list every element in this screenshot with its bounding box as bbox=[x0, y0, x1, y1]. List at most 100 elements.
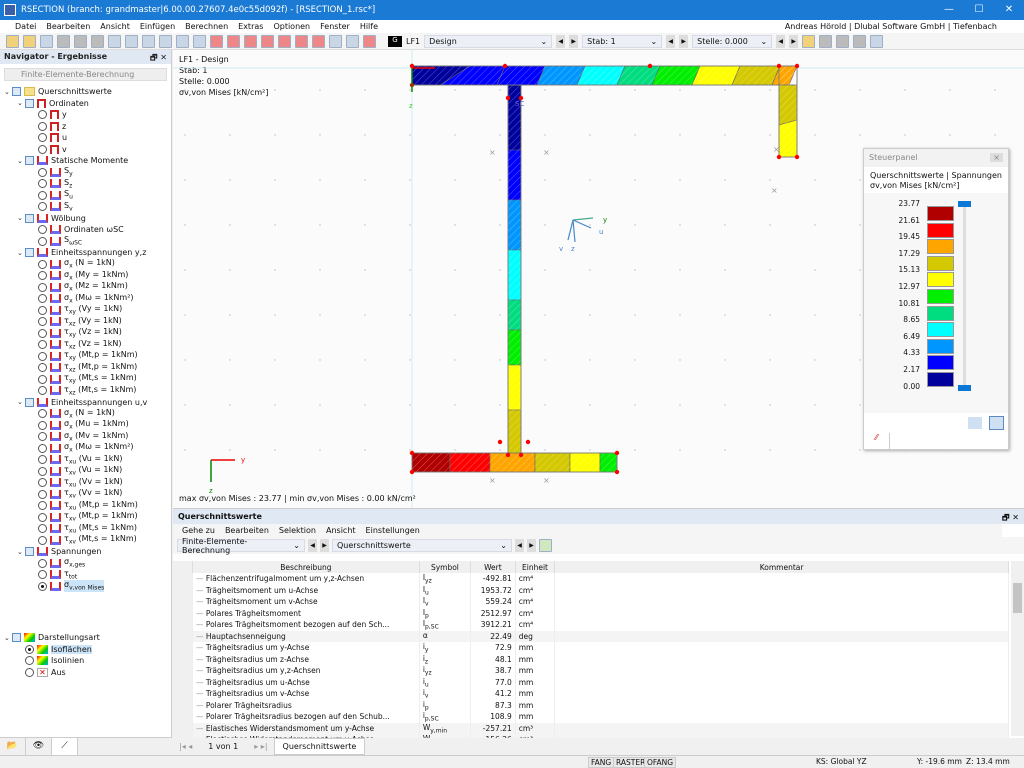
column-header[interactable]: Kommentar bbox=[554, 561, 1009, 573]
chevron-down-icon[interactable]: ⌄ bbox=[17, 398, 23, 407]
minimize-button[interactable]: — bbox=[944, 4, 954, 15]
panel-tab-colors-icon[interactable]: ⁄⁄ bbox=[864, 433, 890, 450]
checkbox[interactable] bbox=[25, 248, 34, 258]
table-row[interactable]: — Polares Trägheitsmoment bezogen auf de… bbox=[173, 619, 1009, 631]
toolbar-tool-icon[interactable] bbox=[23, 34, 36, 48]
tree-item[interactable]: τxv (Mt,p = 1kNm) bbox=[4, 511, 170, 523]
maximize-button[interactable]: ☐ bbox=[974, 4, 984, 15]
menu-einfügen[interactable]: Einfügen bbox=[139, 22, 176, 31]
radio-button[interactable] bbox=[38, 133, 47, 143]
radio-button[interactable] bbox=[38, 144, 47, 154]
toolbar-tool-icon[interactable] bbox=[329, 34, 342, 48]
tree-item[interactable]: Su bbox=[4, 189, 170, 201]
radio-button[interactable] bbox=[38, 317, 47, 327]
tree-item[interactable]: σx (N = 1kN) bbox=[4, 258, 170, 270]
next-location-button[interactable]: ▶ bbox=[789, 34, 799, 48]
column-header[interactable]: Beschreibung bbox=[192, 561, 420, 573]
load-case-select[interactable]: Design ⌄ bbox=[424, 34, 553, 48]
menu-extras[interactable]: Extras bbox=[238, 22, 264, 31]
tree-item[interactable]: ⌄ Ordinaten bbox=[4, 98, 170, 110]
radio-button[interactable] bbox=[38, 386, 47, 396]
tree-item[interactable]: τxu (Mt,s = 1kNm) bbox=[4, 523, 170, 535]
node-point[interactable] bbox=[776, 154, 782, 160]
tab-view-icon[interactable]: 👁 bbox=[26, 738, 52, 755]
panel-settings-icon[interactable] bbox=[968, 417, 982, 429]
node-point[interactable] bbox=[505, 452, 511, 458]
table-row[interactable]: — Trägheitsradius um y-Achse iy 72.9 mm bbox=[173, 642, 1009, 654]
radio-button[interactable] bbox=[38, 432, 47, 442]
tree-item[interactable]: Isolinien bbox=[4, 655, 170, 667]
radio-button[interactable] bbox=[38, 340, 47, 350]
radio-button[interactable] bbox=[38, 501, 47, 511]
prev-member-button[interactable]: ◀ bbox=[666, 34, 676, 48]
radio-button[interactable] bbox=[38, 581, 47, 591]
checkbox[interactable] bbox=[25, 98, 34, 108]
radio-button[interactable] bbox=[38, 570, 47, 580]
tree-item[interactable]: τtot bbox=[4, 569, 170, 581]
table-row[interactable]: — Trägheitsmoment um u-Achse Iu 1953.72 cm⁴ bbox=[173, 584, 1009, 596]
checkbox[interactable] bbox=[25, 547, 34, 557]
tree-item[interactable]: τxv (Vv = 1kN) bbox=[4, 488, 170, 500]
tree-item[interactable]: τxu (Vu = 1kN) bbox=[4, 454, 170, 466]
snap-toggle[interactable]: FANG bbox=[588, 757, 615, 768]
menu-optionen[interactable]: Optionen bbox=[273, 22, 311, 31]
tree-item[interactable]: v bbox=[4, 144, 170, 156]
tree-item[interactable]: Ordinaten ωSC bbox=[4, 224, 170, 236]
table-row[interactable]: — Polarer Trägheitsradius bezogen auf de… bbox=[173, 711, 1009, 723]
tree-item[interactable]: u bbox=[4, 132, 170, 144]
node-point[interactable] bbox=[776, 63, 782, 69]
table-row[interactable]: — Trägheitsmoment um v-Achse Iv 559.24 cm⁴ bbox=[173, 596, 1009, 608]
tree-item[interactable]: τxy (Vz = 1kN) bbox=[4, 327, 170, 339]
tree-item[interactable]: σx (Mω = 1kNm²) bbox=[4, 293, 170, 305]
node-point[interactable] bbox=[518, 95, 524, 101]
first-page-button[interactable]: |◂ ◂ bbox=[179, 742, 193, 751]
table-row[interactable]: — Trägheitsradius um v-Achse iv 41.2 mm bbox=[173, 688, 1009, 700]
radio-button[interactable] bbox=[38, 294, 47, 304]
results-analysis-select[interactable]: Finite-Elemente-Berechnung ⌄ bbox=[177, 537, 305, 555]
radio-button[interactable] bbox=[38, 524, 47, 534]
prev-button[interactable]: ◀ bbox=[308, 539, 317, 552]
tab-data-icon[interactable]: 📂 bbox=[0, 738, 26, 755]
tree-item[interactable]: ⌄ Darstellungsart bbox=[4, 632, 170, 644]
chevron-down-icon[interactable]: ⌄ bbox=[17, 547, 23, 556]
radio-button[interactable] bbox=[38, 167, 47, 177]
table-row[interactable]: — Flächenzentrifugalmoment um y,z-Achsen… bbox=[173, 573, 1009, 585]
toolbar-tool-icon[interactable] bbox=[125, 34, 138, 48]
tree-item[interactable]: σx (Mω = 1kNm²) bbox=[4, 442, 170, 454]
results-menu-item[interactable]: Einstellungen bbox=[365, 526, 420, 535]
toolbar-tool-icon[interactable] bbox=[346, 34, 359, 48]
table-row[interactable]: — Elastisches Widerstandsmoment um y-Ach… bbox=[173, 722, 1009, 734]
tree-item[interactable]: y bbox=[4, 109, 170, 121]
tree-item[interactable]: τxy (Vy = 1kN) bbox=[4, 304, 170, 316]
tree-item[interactable]: ✕ Aus bbox=[4, 667, 170, 679]
chevron-down-icon[interactable]: ⌄ bbox=[17, 99, 23, 108]
results-menu-item[interactable]: Ansicht bbox=[326, 526, 356, 535]
node-point[interactable] bbox=[497, 439, 503, 445]
table-row[interactable]: — Polares Trägheitsmoment Ip 2512.97 cm⁴ bbox=[173, 607, 1009, 619]
checkbox[interactable] bbox=[25, 397, 34, 407]
radio-button[interactable] bbox=[38, 455, 47, 465]
tool-icon[interactable] bbox=[853, 34, 867, 48]
panel-color-scale-icon[interactable] bbox=[989, 416, 1004, 430]
node-point[interactable] bbox=[794, 63, 800, 69]
tree-item[interactable]: τxv (Mt,s = 1kNm) bbox=[4, 534, 170, 546]
toolbar-tool-icon[interactable] bbox=[142, 34, 155, 48]
radio-button[interactable] bbox=[38, 420, 47, 430]
tree-item[interactable]: Sy bbox=[4, 166, 170, 178]
column-header[interactable]: Wert bbox=[470, 561, 516, 573]
radio-button[interactable] bbox=[38, 328, 47, 338]
toolbar-tool-icon[interactable] bbox=[74, 34, 87, 48]
tree-item[interactable]: Isoflächen bbox=[4, 644, 170, 656]
radio-button[interactable] bbox=[38, 443, 47, 453]
tree-item[interactable]: τxv (Vu = 1kN) bbox=[4, 465, 170, 477]
table-row[interactable]: — Trägheitsradius um u-Achse iu 77.0 mm bbox=[173, 676, 1009, 688]
toolbar-tool-icon[interactable] bbox=[261, 34, 274, 48]
menu-ansicht[interactable]: Ansicht bbox=[100, 22, 130, 31]
radio-button[interactable] bbox=[38, 110, 47, 120]
tree-item[interactable]: τxz (Mt,p = 1kNm) bbox=[4, 362, 170, 374]
legend-min-slider[interactable] bbox=[958, 385, 971, 391]
table-scrollbar[interactable] bbox=[1011, 561, 1024, 736]
tool-icon[interactable] bbox=[836, 34, 850, 48]
node-point[interactable] bbox=[525, 439, 531, 445]
